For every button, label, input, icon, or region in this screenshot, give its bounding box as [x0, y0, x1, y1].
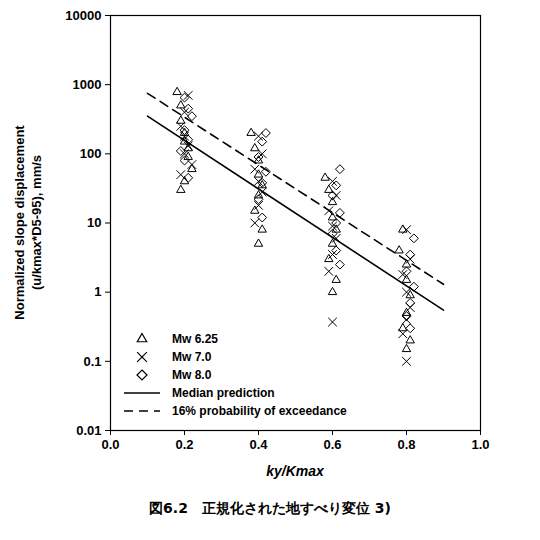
- html-text:Mw 7.0: Mw 7.0: [172, 350, 212, 364]
- html-text:16% probability of exceedance: 16% probability of exceedance: [172, 404, 347, 418]
- html-text:ky/Kmax: ky/Kmax: [266, 463, 324, 479]
- svg-text:0.2: 0.2: [175, 437, 193, 452]
- svg-text:100: 100: [80, 146, 102, 161]
- html-text:Mw 8.0: Mw 8.0: [172, 368, 212, 382]
- svg-text:0.4: 0.4: [249, 437, 268, 452]
- svg-text:10: 10: [87, 215, 101, 230]
- svg-text:0.6: 0.6: [323, 437, 341, 452]
- svg-text:10000: 10000: [65, 8, 101, 23]
- html-text:Median prediction: Median prediction: [172, 386, 275, 400]
- html-text:Mw 6.25: Mw 6.25: [172, 332, 218, 346]
- svg-text:1: 1: [94, 284, 101, 299]
- svg-text:0.8: 0.8: [397, 437, 415, 452]
- svg-text:0.01: 0.01: [76, 423, 101, 438]
- html-text:図6.2 正規化された地すべり変位 3): 図6.2 正規化された地すべり変位 3): [149, 500, 391, 516]
- svg-text:1000: 1000: [73, 77, 102, 92]
- svg-text:Normalized slope displacement(: Normalized slope displacement(u/kmax*D5-…: [12, 125, 44, 320]
- svg-text:0.1: 0.1: [83, 353, 101, 368]
- svg-text:1.0: 1.0: [471, 437, 489, 452]
- svg-text:0.0: 0.0: [101, 437, 119, 452]
